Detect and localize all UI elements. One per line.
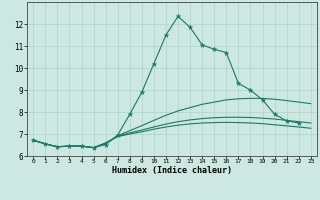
- X-axis label: Humidex (Indice chaleur): Humidex (Indice chaleur): [112, 166, 232, 175]
